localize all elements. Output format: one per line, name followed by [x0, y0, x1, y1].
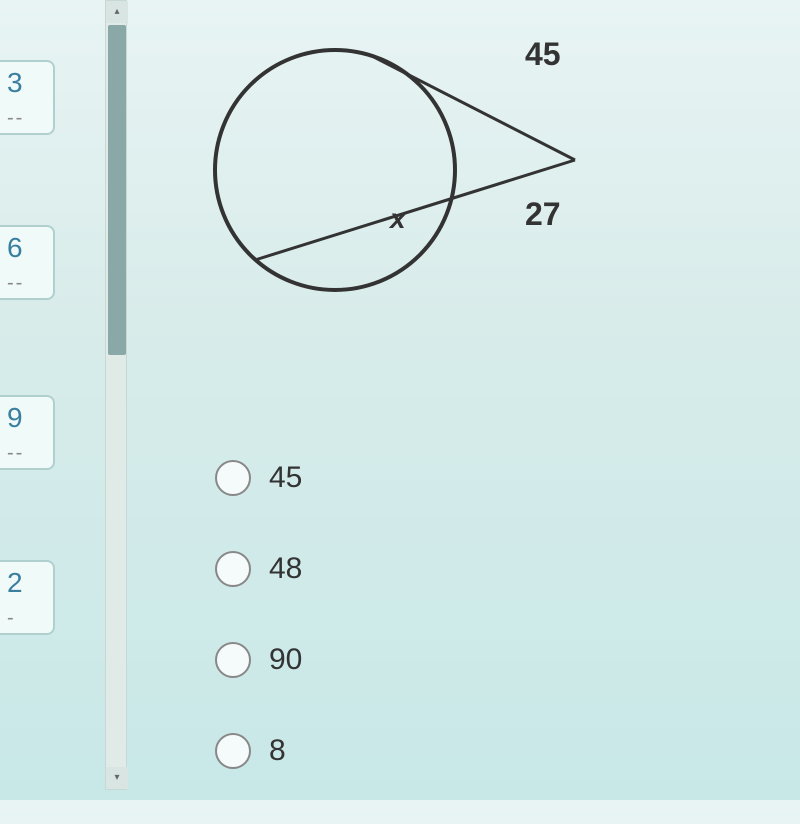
- circle: [215, 50, 455, 290]
- option-45[interactable]: 45: [215, 460, 302, 496]
- option-label: 90: [269, 643, 302, 677]
- nav-item-dash: --: [7, 107, 24, 129]
- nav-item-number: 2: [7, 567, 43, 599]
- nav-item-9[interactable]: 9 --: [0, 395, 55, 470]
- radio-icon[interactable]: [215, 733, 251, 769]
- answer-options: 45 48 90 8: [215, 460, 302, 824]
- option-90[interactable]: 90: [215, 642, 302, 678]
- radio-icon[interactable]: [215, 551, 251, 587]
- question-nav-sidebar: 3 -- 6 -- 9 -- 2 -: [0, 0, 75, 800]
- vertical-scrollbar[interactable]: ▴ ▾: [105, 0, 127, 790]
- nav-item-dash: --: [7, 272, 24, 294]
- nav-item-number: 6: [7, 232, 43, 264]
- radio-icon[interactable]: [215, 460, 251, 496]
- option-48[interactable]: 48: [215, 551, 302, 587]
- label-27: 27: [525, 196, 561, 232]
- nav-item-2[interactable]: 2 -: [0, 560, 55, 635]
- circle-tangent-secant-diagram: 45 27 x: [180, 20, 600, 320]
- option-8[interactable]: 8: [215, 733, 302, 769]
- option-label: 45: [269, 461, 302, 495]
- option-label: 48: [269, 552, 302, 586]
- scrollbar-thumb[interactable]: [108, 25, 126, 355]
- nav-item-number: 3: [7, 67, 43, 99]
- scroll-down-button[interactable]: ▾: [106, 767, 128, 789]
- nav-item-3[interactable]: 3 --: [0, 60, 55, 135]
- nav-item-dash: -: [7, 607, 16, 629]
- option-label: 8: [269, 734, 286, 768]
- scroll-up-button[interactable]: ▴: [106, 1, 128, 23]
- nav-item-number: 9: [7, 402, 43, 434]
- nav-item-6[interactable]: 6 --: [0, 225, 55, 300]
- geometry-diagram: 45 27 x: [180, 20, 600, 320]
- label-45: 45: [525, 36, 561, 72]
- label-x: x: [388, 203, 407, 234]
- radio-icon[interactable]: [215, 642, 251, 678]
- nav-item-dash: --: [7, 442, 24, 464]
